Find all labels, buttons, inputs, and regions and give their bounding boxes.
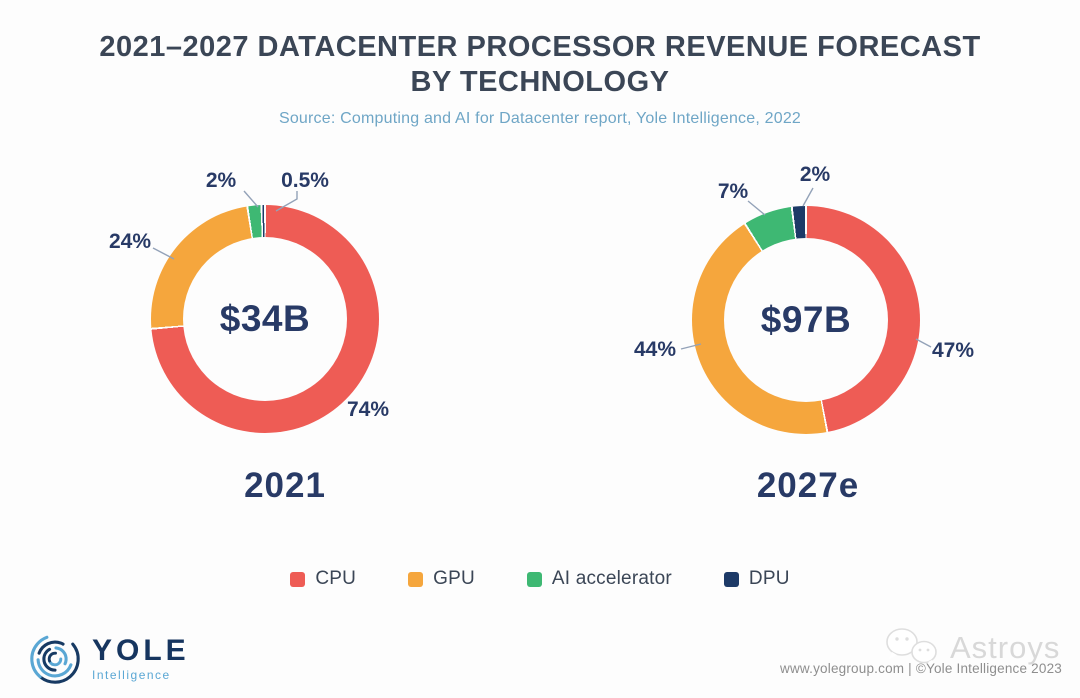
- slice-label-cpu-2021: 74%: [346, 398, 390, 421]
- source-caption: Source: Computing and AI for Datacenter …: [278, 110, 802, 127]
- legend-item-dpu: DPU: [723, 568, 790, 590]
- yole-logo-name: YOLE: [92, 634, 190, 667]
- wechat-icon: [886, 628, 937, 666]
- copyright-credit: www.yolegroup.com | ©Yole Intelligence 2…: [780, 661, 1062, 676]
- slice-label-ai-accelerator-2027e: 7%: [717, 180, 749, 203]
- slice-label-ai-accelerator-2021: 2%: [205, 169, 237, 192]
- legend-label-ai-accelerator: AI accelerator: [551, 568, 672, 589]
- legend-swatch-dpu: [723, 571, 739, 587]
- legend-item-cpu: CPU: [290, 568, 356, 590]
- slice-label-gpu-2021: 24%: [108, 230, 152, 253]
- legend-item-ai-accelerator: AI accelerator: [526, 568, 672, 590]
- legend-swatch-gpu: [408, 571, 424, 587]
- yole-logo: YOLE Intelligence: [26, 630, 190, 688]
- donut-hole-2027e: $97B: [724, 238, 888, 402]
- title-line-2: BY TECHNOLOGY: [410, 66, 670, 99]
- legend-item-gpu: GPU: [408, 568, 475, 590]
- astroys-watermark: Astroys: [880, 626, 1060, 670]
- chart-year-label-2021: 2021: [244, 466, 326, 505]
- legend-label-cpu: CPU: [315, 568, 357, 589]
- slice-label-dpu-2027e: 2%: [799, 163, 831, 186]
- page-title: 2021–2027 DATACENTER PROCESSOR REVENUE F…: [0, 30, 1080, 101]
- donut-chart-2027e: $97B: [692, 206, 920, 434]
- slice-label-dpu-2021: 0.5%: [281, 169, 329, 192]
- leader-line: [747, 200, 766, 216]
- legend: CPU GPU AI accelerator DPU: [0, 568, 1080, 590]
- title-line-1: 2021–2027 DATACENTER PROCESSOR REVENUE F…: [99, 31, 981, 63]
- leader-line: [802, 187, 814, 207]
- yole-logo-texts: YOLE Intelligence: [92, 630, 190, 683]
- watermark-label: Astroys: [950, 630, 1061, 665]
- yole-swirl-icon: [30, 634, 80, 684]
- donut-hole-2021: $34B: [183, 237, 347, 401]
- center-value-2027e: $97B: [760, 299, 852, 340]
- leader-line: [915, 338, 932, 348]
- slice-label-gpu-2027e: 44%: [633, 338, 677, 361]
- chart-year-label-2027e: 2027e: [756, 466, 860, 505]
- legend-swatch-ai-accelerator: [526, 571, 542, 587]
- center-value-2021: $34B: [219, 298, 311, 339]
- slice-label-cpu-2027e: 47%: [931, 339, 975, 362]
- legend-swatch-cpu: [290, 571, 306, 587]
- donut-chart-2021: $34B: [151, 205, 379, 433]
- legend-label-dpu: DPU: [748, 568, 790, 589]
- yole-logo-subtitle: Intelligence: [92, 668, 171, 682]
- legend-label-gpu: GPU: [433, 568, 475, 589]
